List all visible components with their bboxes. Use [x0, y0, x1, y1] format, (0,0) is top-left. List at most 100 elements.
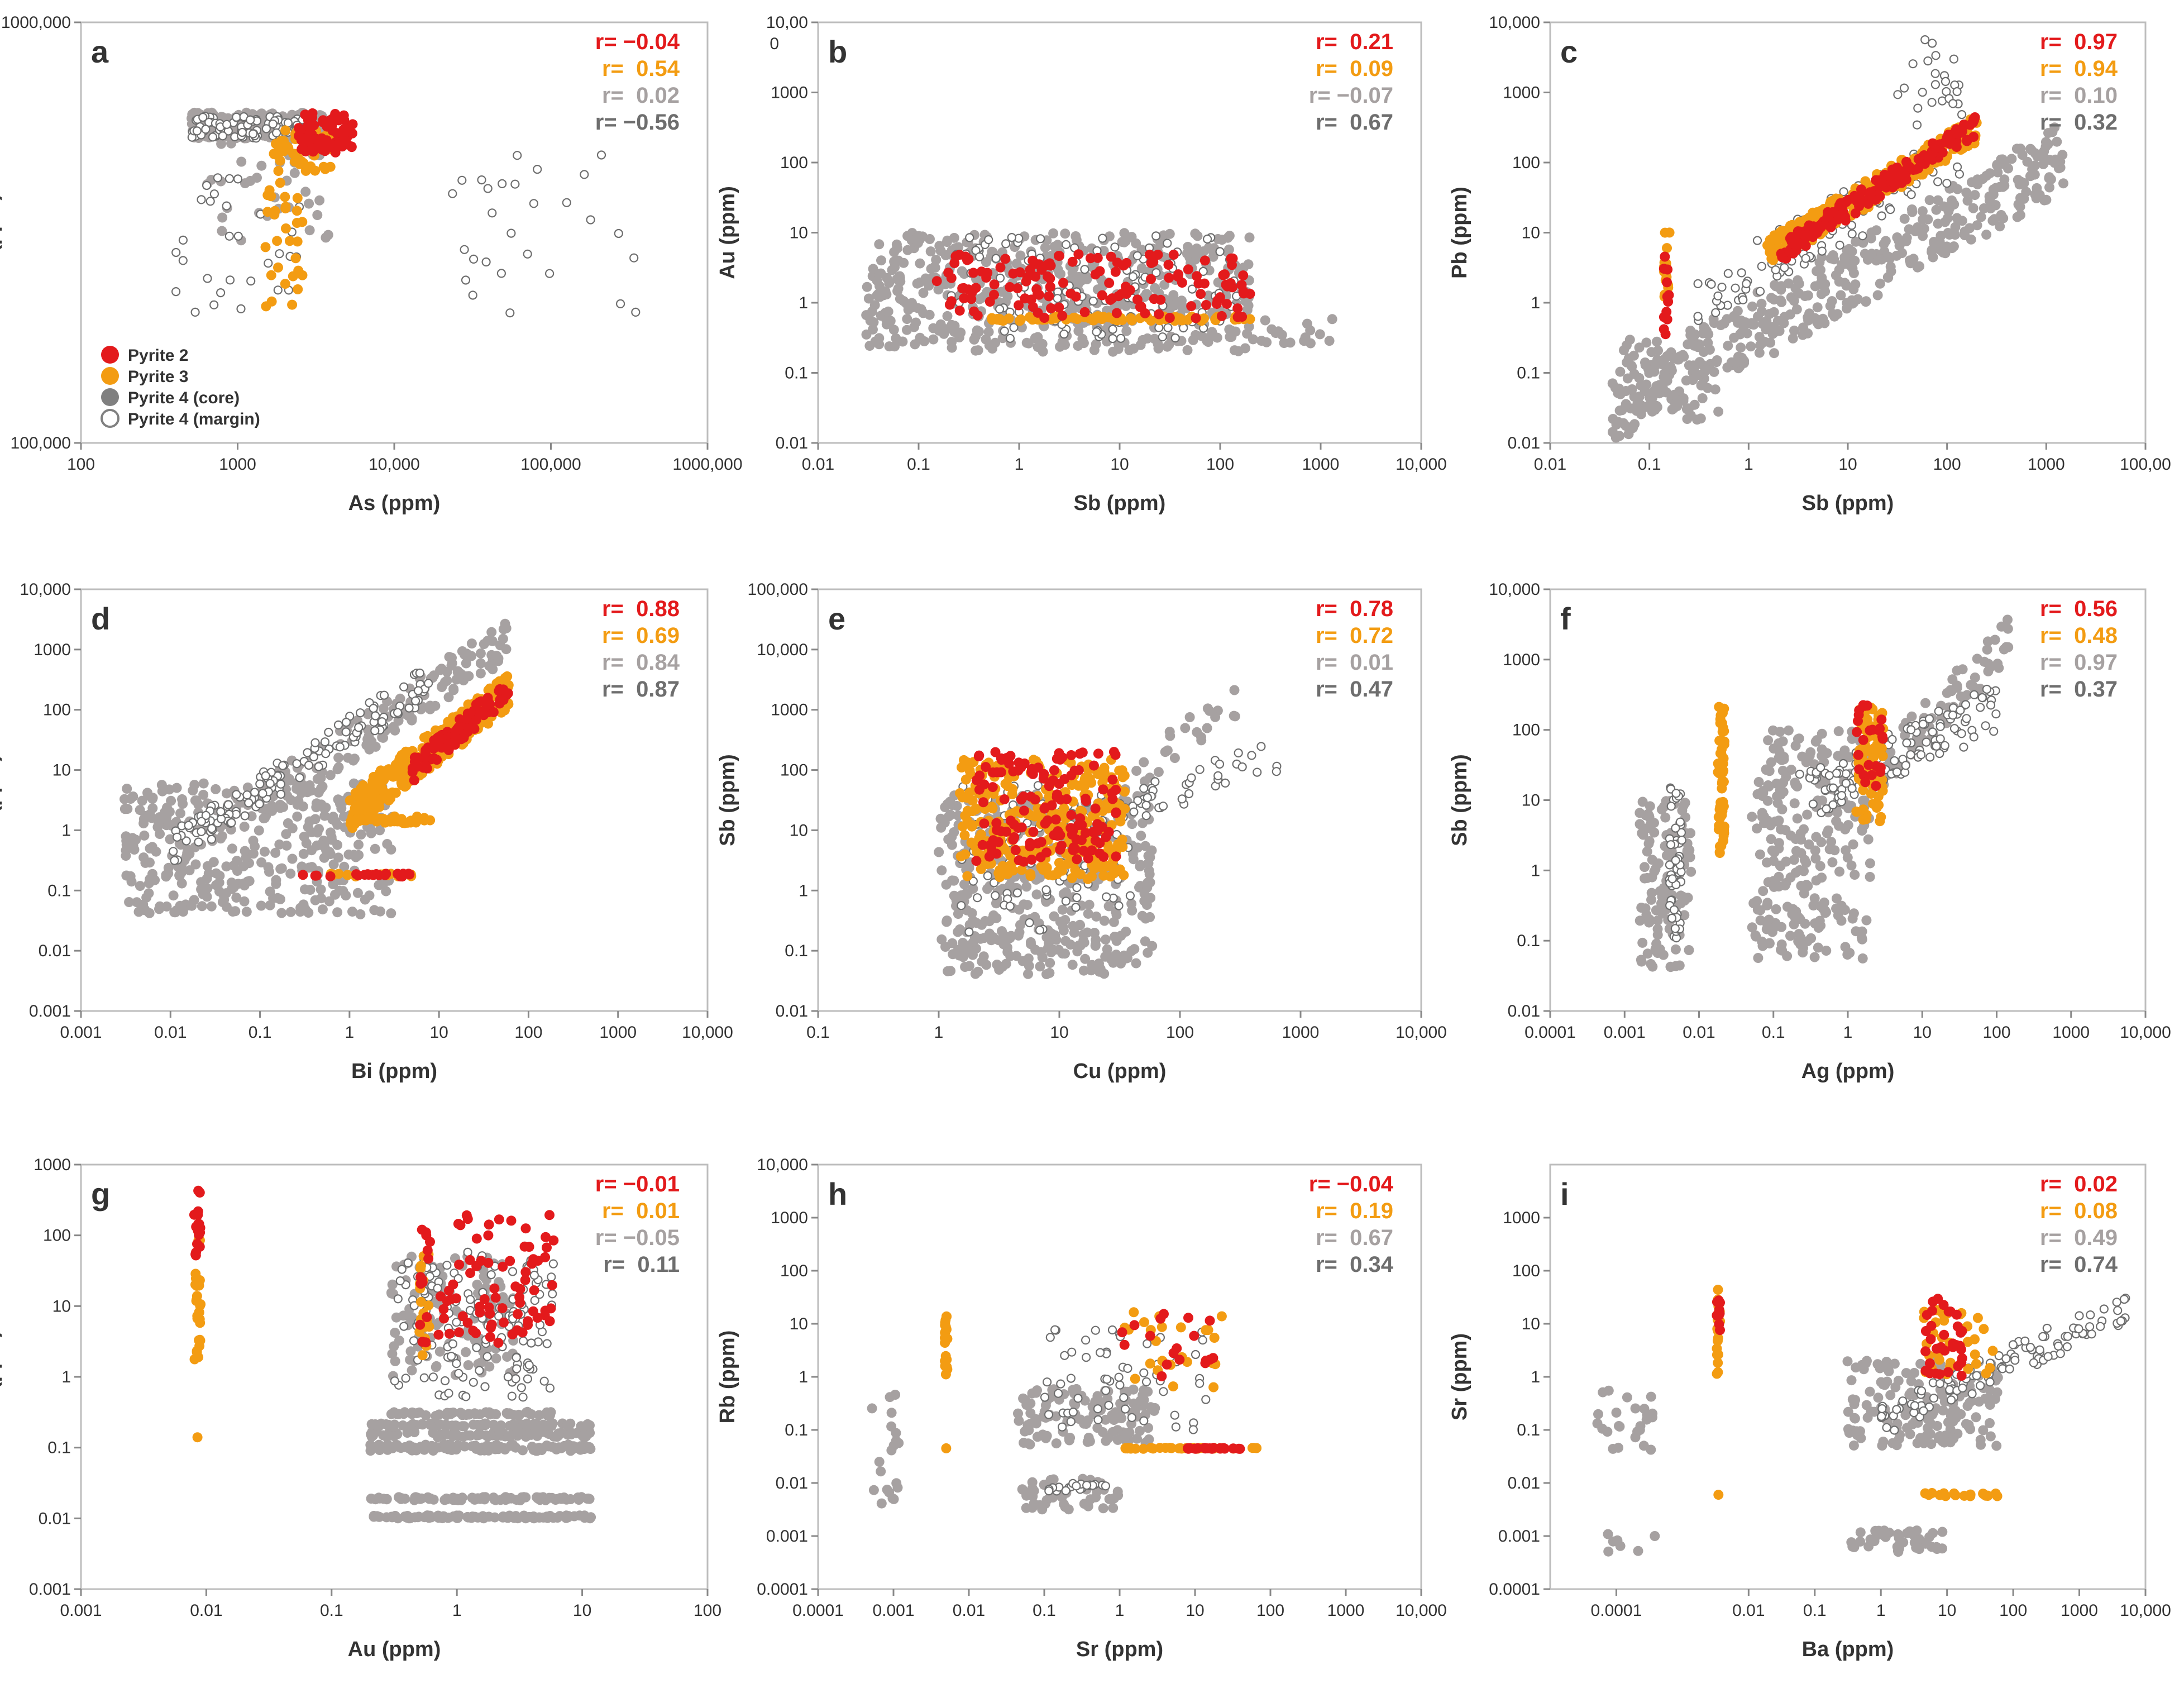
point-pyrite2: [1066, 750, 1077, 760]
point-pyrite2: [312, 133, 322, 144]
point-pyrite4-core: [231, 893, 242, 903]
point-pyrite2: [1058, 278, 1068, 288]
r-value: r= 0.88: [602, 597, 680, 621]
point-pyrite2: [1164, 273, 1174, 283]
y-axis-label: Sb (ppm): [716, 754, 739, 846]
point-pyrite2: [1135, 302, 1145, 312]
point-pyrite3: [281, 223, 291, 233]
point-pyrite3: [1003, 313, 1014, 324]
point-pyrite4-core: [289, 168, 300, 178]
point-pyrite4-core: [276, 908, 287, 918]
point-pyrite2: [461, 714, 472, 724]
point-pyrite4-margin: [1930, 69, 1940, 78]
point-pyrite4-margin: [1009, 323, 1019, 332]
point-pyrite4-margin: [354, 723, 364, 732]
point-pyrite4-core: [239, 896, 250, 907]
point-pyrite4-margin: [206, 197, 215, 206]
point-pyrite2: [967, 287, 977, 298]
point-pyrite3: [1067, 873, 1077, 883]
r-value: r= 0.78: [1316, 597, 1393, 621]
point-pyrite2: [1950, 126, 1961, 136]
point-pyrite2: [297, 144, 307, 154]
point-pyrite4-margin: [369, 703, 378, 713]
point-pyrite3: [1016, 314, 1026, 325]
point-pyrite4-margin: [1757, 261, 1766, 271]
point-pyrite4-margin: [1711, 308, 1721, 317]
x-tick-label: 1: [345, 1023, 355, 1042]
point-pyrite4-core: [1164, 228, 1175, 239]
point-pyrite4-core: [1260, 315, 1270, 326]
point-pyrite4-core: [153, 819, 164, 829]
point-pyrite4-margin: [218, 131, 227, 141]
point-pyrite4-core: [1145, 893, 1156, 903]
point-pyrite4-core: [930, 263, 940, 273]
point-pyrite4-core: [1732, 306, 1743, 316]
point-pyrite4-core: [1776, 281, 1786, 292]
x-tick-label: 1000: [2052, 1023, 2090, 1042]
point-pyrite2: [1889, 168, 1900, 178]
point-pyrite4-margin: [278, 761, 288, 770]
point-pyrite4-core: [1160, 747, 1170, 757]
point-pyrite4-margin: [614, 228, 623, 239]
point-pyrite4-margin: [258, 789, 267, 798]
point-pyrite4-core: [157, 786, 168, 797]
point-pyrite4-core: [902, 314, 912, 325]
point-pyrite4-core: [1914, 261, 1925, 271]
point-pyrite4-core: [953, 242, 964, 252]
point-pyrite4-core: [1099, 915, 1110, 926]
point-pyrite4-core: [1704, 345, 1715, 355]
point-pyrite4-margin: [1177, 794, 1187, 804]
point-pyrite2: [407, 763, 418, 774]
point-pyrite4-core: [1747, 301, 1757, 312]
plot-frame: [80, 21, 709, 444]
point-pyrite2: [1039, 313, 1050, 323]
point-pyrite4-core: [1136, 263, 1147, 274]
point-pyrite2: [1660, 251, 1670, 262]
point-pyrite4-margin: [404, 703, 414, 713]
point-pyrite4-core: [2015, 144, 2026, 154]
point-pyrite4-core: [888, 325, 899, 335]
point-pyrite4-core: [863, 293, 874, 304]
point-pyrite4-margin: [169, 847, 178, 856]
point-pyrite4-core: [1848, 297, 1859, 308]
point-pyrite4-core: [1735, 329, 1746, 340]
point-pyrite3: [342, 870, 353, 880]
point-pyrite4-margin: [562, 198, 571, 207]
y-tick-label: 100: [780, 154, 808, 172]
panel-letter: a: [91, 34, 109, 69]
point-pyrite4-margin: [197, 817, 206, 826]
point-pyrite4-core: [1142, 333, 1153, 344]
point-pyrite4-core: [298, 848, 309, 859]
point-pyrite4-core: [278, 802, 289, 812]
point-pyrite4-core: [1067, 960, 1078, 970]
point-pyrite4-margin: [580, 170, 589, 179]
y-tick-label: 1000,000: [1, 13, 71, 32]
point-pyrite2: [1067, 829, 1077, 840]
point-pyrite4-core: [891, 333, 901, 344]
point-pyrite4-core: [899, 296, 909, 306]
point-pyrite2: [1199, 255, 1210, 266]
point-pyrite4-core: [1213, 233, 1224, 244]
point-pyrite4-core: [893, 283, 904, 294]
point-pyrite4-margin: [255, 779, 265, 789]
point-pyrite3: [483, 718, 493, 729]
point-pyrite4-margin: [1092, 327, 1101, 337]
point-pyrite4-core: [1701, 364, 1712, 375]
point-pyrite4-margin: [629, 253, 639, 263]
point-pyrite4-core: [1685, 828, 1696, 838]
point-pyrite4-margin: [1033, 781, 1043, 790]
point-pyrite4-core: [184, 865, 195, 876]
point-pyrite2: [995, 262, 1006, 273]
point-pyrite4-margin: [973, 893, 982, 903]
point-pyrite4-core: [1760, 336, 1770, 347]
point-pyrite4-core: [1740, 317, 1751, 328]
point-pyrite3: [967, 821, 977, 832]
point-pyrite4-margin: [1129, 807, 1139, 817]
point-pyrite4-core: [1847, 246, 1857, 257]
point-pyrite4-core: [1285, 337, 1296, 348]
point-pyrite3: [1175, 313, 1185, 324]
point-pyrite3: [398, 818, 408, 828]
point-pyrite4-core: [486, 627, 497, 637]
point-pyrite4-core: [126, 876, 137, 887]
y-tick-label: 100,000: [748, 580, 808, 599]
